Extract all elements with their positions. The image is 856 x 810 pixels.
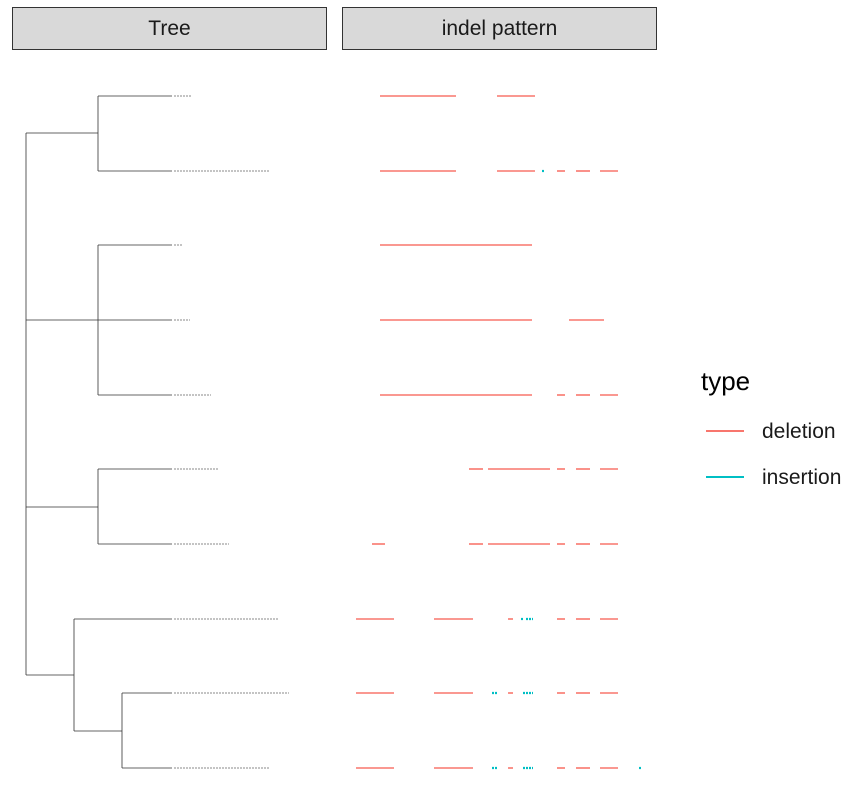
- legend-key-deletion: [706, 430, 744, 432]
- indel-panel-title: indel pattern: [441, 16, 558, 40]
- tree-panel-strip: Tree: [12, 7, 327, 50]
- legend-key-insertion: [706, 476, 744, 478]
- legend-title: type: [701, 366, 751, 396]
- legend-label-deletion: deletion: [762, 420, 836, 443]
- tree-panel-title: Tree: [148, 16, 191, 40]
- indel-panel-strip: indel pattern: [342, 7, 657, 50]
- indel-segments: [356, 95, 642, 770]
- phylogenetic-tree: [25, 95, 172, 769]
- legend-label-insertion: insertion: [762, 466, 842, 489]
- tree-tip-labels: [174, 95, 289, 769]
